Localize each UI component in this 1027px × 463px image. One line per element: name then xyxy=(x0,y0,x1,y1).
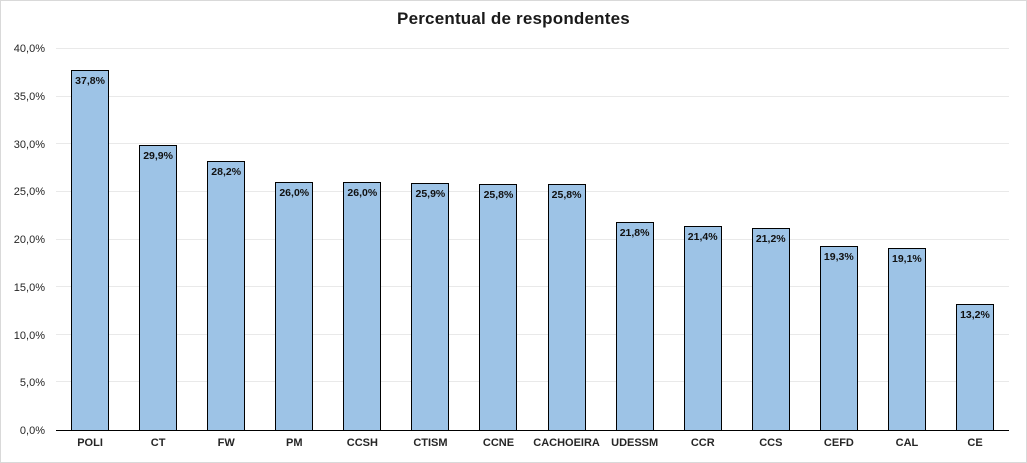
chart-title: Percentual de respondentes xyxy=(397,9,630,28)
bar-slot: 19,3% xyxy=(805,49,873,430)
y-tick-label: 25,0% xyxy=(13,186,45,199)
bar-slot: 21,8% xyxy=(601,49,669,430)
bar-poli[interactable]: 37,8% xyxy=(71,69,110,430)
bar-slot: 26,0% xyxy=(260,49,328,430)
y-tick-label: 10,0% xyxy=(13,329,45,342)
bar-value-label: 25,8% xyxy=(551,189,582,202)
bar-slot: 37,8% xyxy=(56,49,124,430)
x-tick-label-pm: PM xyxy=(286,437,303,449)
bar-ce[interactable]: 13,2% xyxy=(955,304,994,430)
bar-ccr[interactable]: 21,4% xyxy=(683,226,722,430)
gridline xyxy=(56,143,1009,145)
bar-slot: 25,9% xyxy=(396,49,464,430)
bar-value-label: 37,8% xyxy=(75,74,105,87)
bar-value-label: 19,1% xyxy=(891,253,922,266)
bar-value-label: 21,4% xyxy=(687,231,718,244)
y-tick-label: 40,0% xyxy=(13,43,45,55)
y-tick-label: 5,0% xyxy=(19,377,45,390)
bar-slot: 19,1% xyxy=(873,49,941,430)
x-tick-label-ctism: CTISM xyxy=(413,437,448,449)
x-tick-label-cal: CAL xyxy=(895,437,919,449)
x-tick-label-poli: POLI xyxy=(77,437,103,449)
bar-value-label: 13,2% xyxy=(960,309,990,322)
bar-ccs[interactable]: 21,2% xyxy=(751,228,790,430)
x-tick-label-ccr: CCR xyxy=(690,437,715,449)
bar-fw[interactable]: 28,2% xyxy=(207,161,246,430)
bar-slot: 26,0% xyxy=(328,49,396,430)
bar-value-label: 25,8% xyxy=(483,189,514,202)
x-tick-label-cefd: CEFD xyxy=(823,437,854,449)
x-tick-label-cachoeira: CACHOEIRA xyxy=(533,437,600,449)
x-tick-label-ct: CT xyxy=(150,437,166,449)
y-tick-label: 15,0% xyxy=(13,281,45,294)
y-axis-labels: 0,0% 5,0% 10,0% 15,0% 20,0% 25,0% 30,0% 35,0% 40… xyxy=(1,43,51,437)
x-tick-label-fw: FW xyxy=(217,437,235,449)
gridline xyxy=(56,48,1009,49)
bar-slot: 21,2% xyxy=(737,49,805,430)
bar-cachoeira[interactable]: 25,8% xyxy=(547,184,586,430)
gridline xyxy=(56,95,1009,97)
x-tick-label-ce: CE xyxy=(967,437,983,449)
gridline xyxy=(56,381,1009,383)
bar-value-label: 26,0% xyxy=(279,187,310,200)
bar-ccne[interactable]: 25,8% xyxy=(479,184,518,430)
bar-value-label: 19,3% xyxy=(823,251,854,264)
bar-value-label: 21,8% xyxy=(619,227,650,240)
y-tick-label: 0,0% xyxy=(19,425,45,437)
bar-value-label: 26,0% xyxy=(347,187,378,200)
gridline xyxy=(56,190,1009,192)
bar-value-label: 21,2% xyxy=(755,233,786,246)
bar-ctism[interactable]: 25,9% xyxy=(411,183,450,430)
y-tick-label: 20,0% xyxy=(13,234,45,246)
bar-slot: 13,2% xyxy=(941,49,1009,430)
bar-ccsh[interactable]: 26,0% xyxy=(343,182,382,430)
bar-slot: 25,8% xyxy=(533,49,601,430)
gridline xyxy=(56,333,1009,335)
bar-value-label: 25,9% xyxy=(415,188,446,201)
bar-cefd[interactable]: 19,3% xyxy=(819,246,858,430)
x-tick-label-ccs: CCS xyxy=(759,437,783,449)
bar-udessm[interactable]: 21,8% xyxy=(615,222,654,430)
bar-ct[interactable]: 29,9% xyxy=(139,145,178,430)
plot-area: 37,8% 29,9% 28,2% 26,0% 26,0% 25,9% 25,8% 25,8%… xyxy=(56,48,1009,431)
bar-value-label: 28,2% xyxy=(211,166,242,179)
y-tick-label: 30,0% xyxy=(13,138,45,151)
bar-slot: 29,9% xyxy=(124,49,192,430)
gridline xyxy=(56,238,1009,240)
y-tick-label: 35,0% xyxy=(13,90,45,103)
bar-value-label: 29,9% xyxy=(143,150,173,163)
x-tick-label-ccne: CCNE xyxy=(482,437,515,449)
bar-slot: 25,8% xyxy=(464,49,532,430)
x-axis-labels: POLI CT FW PM CCSH CTISM CCNE CACHOEIRA UDESSM CC… xyxy=(56,437,1009,449)
bar-pm[interactable]: 26,0% xyxy=(275,182,314,430)
bar-cal[interactable]: 19,1% xyxy=(887,248,926,430)
bar-slot: 28,2% xyxy=(192,49,260,430)
gridline xyxy=(56,286,1009,288)
bar-slot: 21,4% xyxy=(669,49,737,430)
x-tick-label-udessm: UDESSM xyxy=(611,437,659,449)
x-tick-label-ccsh: CCSH xyxy=(346,437,378,449)
